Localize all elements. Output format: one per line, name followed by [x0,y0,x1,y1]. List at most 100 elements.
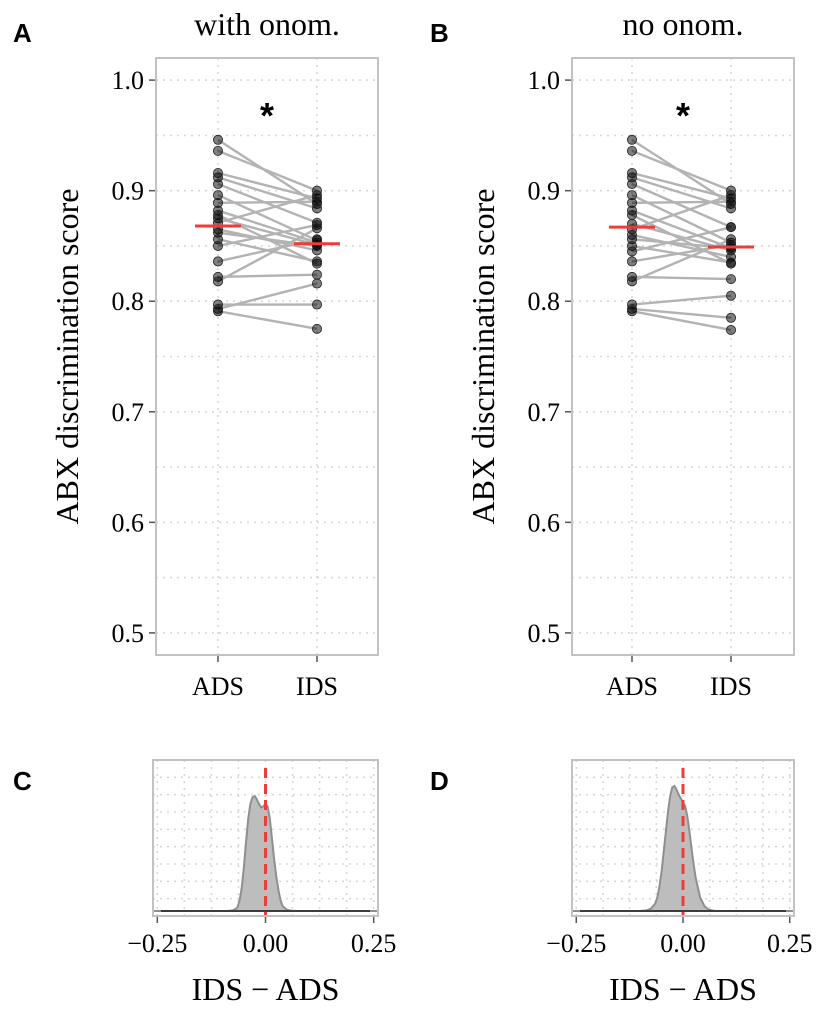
pair-line [217,176,318,210]
pair-line [631,233,732,259]
point-ads [627,179,638,190]
significance-star: * [676,95,690,136]
x-axis-label: IDS − ADS [192,971,340,1007]
point-ads [212,256,223,267]
gridlines [156,58,378,655]
panel-d: D −0.25 0.00 0.25 IDS − ADS [430,759,813,1007]
point-ids [311,323,322,334]
gridlines [572,760,794,916]
point-ads [627,306,638,317]
point-ads [212,179,223,190]
pair-line [217,171,318,200]
panel-letter: D [430,766,449,796]
y-tick-label: 0.7 [528,398,561,427]
pair-line [631,307,732,320]
pair-line [631,149,732,192]
pair-line [631,309,732,332]
y-axis-label: ABX discrimination score [49,189,85,525]
point-ids [726,190,737,201]
point-ids [726,312,737,323]
chart-title: no onom. [623,6,744,42]
panel-letter: A [13,18,32,48]
y-tick-label: 0.6 [112,508,145,537]
y-tick-label: 0.9 [112,177,145,206]
point-ids [726,324,737,335]
x-tick-label-ids: IDS [710,672,752,701]
y-axis-label: ABX discrimination score [465,189,501,525]
point-ads [212,240,223,251]
y-tick-label: 0.5 [528,619,561,648]
pair-line [631,275,732,281]
panel-letter: C [13,766,32,796]
pair-line [217,273,318,279]
point-ids [311,278,322,289]
x-axis-label: IDS − ADS [609,971,757,1007]
panel-c: C −0.25 0.00 0.25 IDS − ADS [13,759,397,1007]
pair-lines [217,138,318,331]
plot-frame [571,57,795,656]
pair-line [631,209,732,250]
x-tick-label: 0.25 [767,929,813,958]
point-ads [627,246,638,257]
point-ids [311,269,322,280]
pair-line [631,182,732,229]
significance-star: * [260,95,274,136]
y-tick-label: 0.7 [112,398,145,427]
point-ids [311,190,322,201]
x-tick-label-ads: ADS [192,672,244,701]
point-ids [726,234,737,245]
x-tick-label-ads: ADS [606,672,658,701]
point-ads [627,256,638,267]
point-ads [212,306,223,317]
panel-letter: B [430,18,449,48]
point-ads [627,134,638,145]
pair-line [217,282,318,311]
point-ads [627,276,638,287]
plot-frame [152,759,379,917]
point-ids [726,257,737,268]
x-tick-label: 0.00 [243,929,289,958]
chart-title: with onom. [194,6,340,42]
point-ads [212,145,223,156]
y-tick-label: 0.9 [528,177,561,206]
point-ids [726,274,737,285]
pair-line [631,294,732,306]
y-tick-label: 0.5 [112,619,145,648]
plot-frame [155,57,379,656]
pair-line [217,217,318,246]
point-ads [627,145,638,156]
point-ads [627,209,638,220]
y-tick-label: 1.0 [528,66,561,95]
point-ids [726,290,737,301]
x-tick-label: 0.00 [660,929,706,958]
x-tick-label: −0.25 [546,929,606,958]
pair-lines [631,138,732,332]
pair-line [217,309,318,331]
point-ids [311,223,322,234]
y-tick-label: 0.8 [112,287,145,316]
pair-line [631,225,732,253]
point-ads [212,276,223,287]
gridlines [572,58,794,655]
y-tick-label: 0.8 [528,287,561,316]
pair-line [217,193,318,224]
x-tick-label-ids: IDS [296,672,338,701]
point-ads [212,134,223,145]
y-tick-label: 1.0 [112,66,145,95]
pair-line [217,149,318,192]
point-ids [726,222,737,233]
pair-line [631,200,732,205]
pair-line [217,200,318,205]
pair-line [631,176,732,210]
pair-line [217,223,318,248]
x-tick-label: 0.25 [351,929,397,958]
x-tick-label: −0.25 [127,929,187,958]
point-ids [311,256,322,267]
pair-line [631,193,732,231]
plot-frame [571,759,795,917]
point-ids [311,299,322,310]
pair-line [631,171,732,200]
